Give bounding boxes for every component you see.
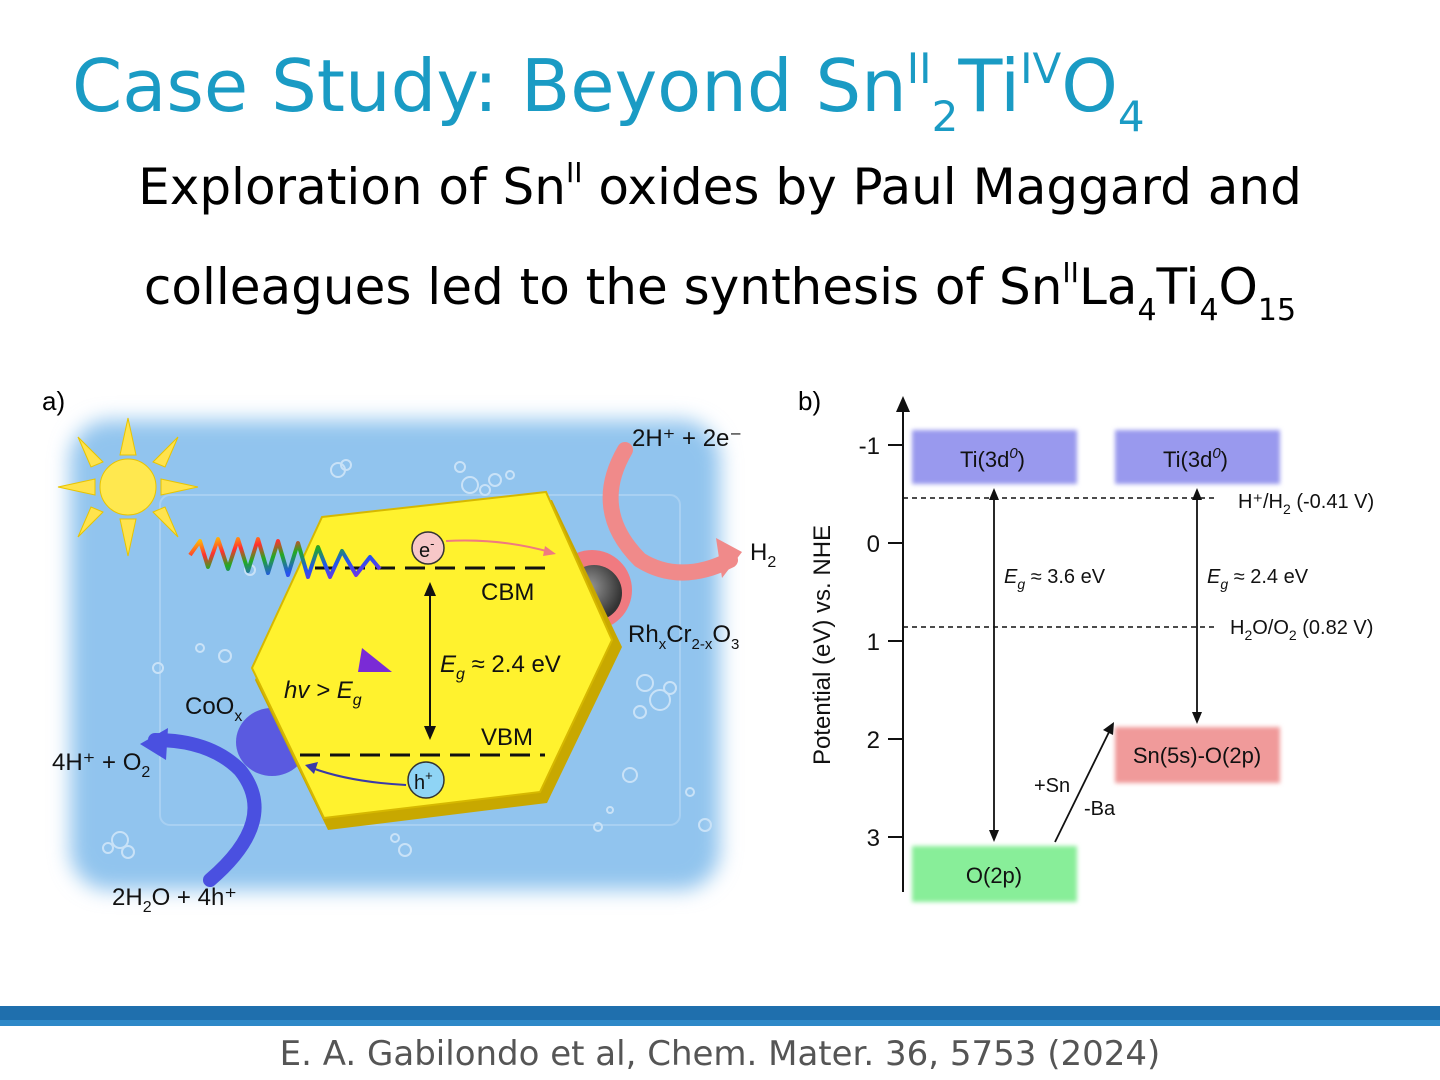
cbm-label: CBM xyxy=(481,579,534,606)
hole-transfer-arrow xyxy=(311,767,407,786)
coox-label: CoOx xyxy=(185,693,242,725)
h2-reaction-label: 2H⁺ + 2e⁻ xyxy=(632,425,742,452)
substitution-arrow xyxy=(1054,722,1114,843)
o-level-label: H2O/O2 (0.82 V) xyxy=(1230,617,1373,643)
water-label: 2H2O + 4h⁺ xyxy=(112,884,237,916)
bandgap-label-right: Eg ≈ 2.4 eV xyxy=(1207,566,1309,592)
electron-label: e- xyxy=(419,536,434,562)
crystal-hexagon xyxy=(250,490,622,830)
bubbles xyxy=(102,459,712,859)
panel-a-label: a) xyxy=(42,386,65,416)
ti-3d-label-left: Ti(3d0) xyxy=(960,445,1025,472)
sn-5s-label: Sn(5s)-O(2p) xyxy=(1133,743,1261,768)
bandgap-arrow-right xyxy=(1192,488,1202,724)
subtitle-line-1: Exploration of SnII oxides by Paul Magga… xyxy=(138,156,1302,216)
h2-evolution-arrow xyxy=(602,442,738,581)
figure: a) xyxy=(42,386,1374,916)
o-2p-box xyxy=(912,846,1077,902)
bandgap-label: Eg ≈ 2.4 eV xyxy=(440,651,561,683)
y-ticks xyxy=(888,444,903,838)
svg-text:3: 3 xyxy=(867,825,880,852)
bandgap-arrow-left xyxy=(989,488,999,842)
vbm-label: VBM xyxy=(481,724,533,751)
y-axis-title: Potential (eV) vs. NHE xyxy=(809,525,836,765)
slide-title: Case Study: Beyond SnII2TiIVO4 xyxy=(72,44,1145,141)
sun-icon xyxy=(57,417,199,557)
svg-text:2: 2 xyxy=(867,727,880,754)
y-tick-labels: -1 0 1 2 3 xyxy=(859,433,880,852)
bandgap-label-left: Eg ≈ 3.6 eV xyxy=(1004,566,1106,592)
light-wave xyxy=(188,537,382,579)
ti-3d-box-left xyxy=(912,430,1077,484)
footer-bar xyxy=(0,1006,1440,1020)
panel-b: b) -1 0 1 2 3 Potential (eV) vs. NHE Ti(… xyxy=(798,386,1374,902)
o2-arrowhead xyxy=(140,728,168,760)
plus-sn-label: +Sn xyxy=(1034,775,1070,797)
ti-3d-box-right xyxy=(1115,430,1280,484)
electron-transfer-arrow xyxy=(445,539,551,553)
bandgap-arrow xyxy=(424,582,436,740)
minus-ba-label: -Ba xyxy=(1084,798,1116,820)
photon-energy-label: hv > Eg xyxy=(284,677,362,709)
svg-text:-1: -1 xyxy=(859,433,880,460)
hole-label: h+ xyxy=(414,768,433,794)
o-2p-label: O(2p) xyxy=(966,863,1022,888)
svg-text:0: 0 xyxy=(867,531,880,558)
electron-arrowhead xyxy=(543,546,556,556)
citation: E. A. Gabilondo et al, Chem. Mater. 36, … xyxy=(279,1034,1161,1074)
sn-5s-box xyxy=(1115,727,1280,783)
electron-icon xyxy=(411,531,445,565)
o2-product-label: 4H⁺ + O2 xyxy=(52,749,150,781)
panel-a: a) xyxy=(42,386,776,916)
hole-icon xyxy=(407,761,445,799)
light-arrowhead xyxy=(358,648,392,672)
footer-bar-accent xyxy=(0,1020,1440,1026)
ti-3d-label-right: Ti(3d0) xyxy=(1163,445,1228,472)
panel-b-label: b) xyxy=(798,386,821,416)
h2-label: H2 xyxy=(750,539,776,571)
subtitle-line-2: colleagues led to the synthesis of SnIIL… xyxy=(143,256,1297,328)
rhcr-label: RhxCr2-xO3 xyxy=(628,621,739,653)
o2-evolution-arrow xyxy=(148,733,262,887)
svg-text:1: 1 xyxy=(867,629,880,656)
background-frame xyxy=(159,494,681,826)
hole-arrowhead xyxy=(305,762,318,774)
h2-arrowhead xyxy=(716,538,742,578)
y-axis-arrowhead xyxy=(896,396,910,412)
h-level-label: H⁺/H2 (-0.41 V) xyxy=(1238,491,1374,517)
